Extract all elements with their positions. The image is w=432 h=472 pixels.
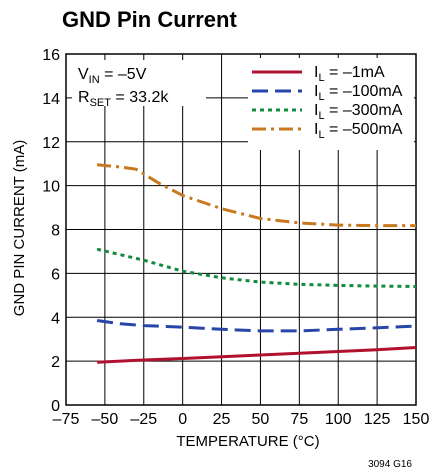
chart-title: GND Pin Current [62,7,237,32]
y-tick-label: 2 [51,354,60,371]
y-tick-label: 6 [51,266,60,283]
figure-id: 3094 G16 [368,459,412,470]
legend-label-4: IL = –500mA [314,121,403,141]
x-tick-label: 25 [213,411,231,428]
x-tick-label: 50 [252,411,270,428]
legend-label-1: IL = –1mA [314,64,385,84]
series-line-2 [96,319,417,333]
y-axis-ticks: 0 2 4 6 8 10 12 14 16 [42,47,60,415]
x-tick-label: 75 [290,411,308,428]
y-tick-label: 0 [51,398,60,415]
y-tick-label: 10 [42,179,60,196]
y-tick-label: 14 [42,91,60,108]
y-tick-label: 4 [51,310,60,327]
series-line-4 [96,163,416,228]
x-tick-label: 100 [325,411,352,428]
x-tick-label: 0 [178,411,187,428]
y-tick-label: 12 [42,135,60,152]
legend-label-2: IL = –100mA [314,83,403,103]
x-axis-ticks: –75 –50 –25 0 25 50 75 100 125 150 [53,411,430,428]
x-axis-label: TEMPERATURE (°C) [176,433,319,450]
annotation-box [72,60,206,106]
y-tick-label: 16 [42,47,60,64]
x-tick-label: 150 [403,411,430,428]
annotation-vin: VIN = –5V [78,66,147,86]
plot-frame [65,53,417,406]
x-tick-label: –50 [92,411,119,428]
series-lines [96,163,417,364]
y-tick-label: 8 [51,223,60,240]
y-axis-label: GND PIN CURRENT (mA) [11,140,28,316]
x-tick-label: –75 [53,411,80,428]
annotation-rset: RSET = 33.2k [78,89,169,109]
series-line-1 [97,346,417,364]
series-line-3 [96,247,417,288]
x-tick-label: 125 [364,411,391,428]
legend-label-3: IL = –300mA [314,102,403,122]
x-tick-label: –25 [130,411,157,428]
